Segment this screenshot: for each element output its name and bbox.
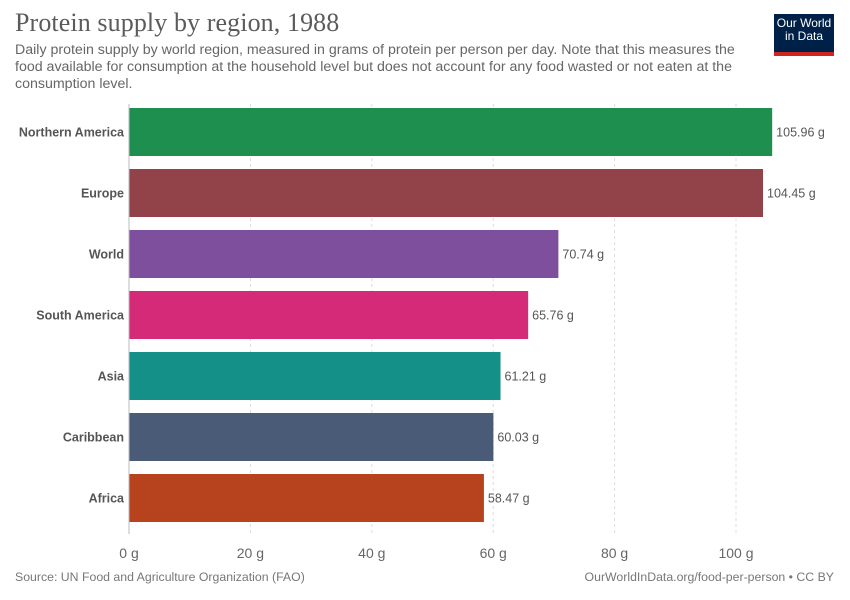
- x-tick-label: 80 g: [601, 545, 628, 561]
- value-label: 65.76 g: [532, 309, 574, 323]
- x-tick-label: 40 g: [358, 545, 385, 561]
- value-label: 70.74 g: [562, 248, 604, 262]
- bar: [129, 352, 501, 400]
- chart-subtitle: Daily protein supply by world region, me…: [15, 42, 735, 92]
- value-label: 58.47 g: [488, 492, 530, 506]
- value-label: 60.03 g: [497, 431, 539, 445]
- owid-logo[interactable]: Our World in Data: [774, 14, 834, 56]
- category-label: South America: [36, 309, 125, 323]
- x-tick-label: 60 g: [480, 545, 507, 561]
- license-link[interactable]: OurWorldInData.org/food-per-person • CC …: [584, 570, 834, 584]
- value-label: 105.96 g: [776, 126, 825, 140]
- value-label: 61.21 g: [505, 370, 547, 384]
- x-tick-label: 20 g: [237, 545, 264, 561]
- source-note: Source: UN Food and Agriculture Organiza…: [15, 570, 305, 584]
- category-label: Africa: [89, 492, 125, 506]
- bar: [129, 474, 484, 522]
- logo-line-2: in Data: [784, 29, 824, 43]
- bar: [129, 230, 559, 278]
- category-label: Caribbean: [63, 431, 124, 445]
- value-label: 104.45 g: [767, 187, 816, 201]
- bar: [129, 169, 764, 217]
- category-label: Asia: [98, 370, 125, 384]
- x-tick-label: 100 g: [718, 545, 753, 561]
- bar: [129, 291, 529, 339]
- category-label: Northern America: [19, 126, 125, 140]
- category-label: World: [89, 248, 124, 262]
- bar: [129, 108, 773, 156]
- category-label: Europe: [81, 187, 124, 201]
- logo-line-1: Our World: [776, 16, 832, 30]
- bar: [129, 413, 494, 461]
- chart-title: Protein supply by region, 1988: [15, 8, 340, 37]
- x-tick-label: 0 g: [119, 545, 138, 561]
